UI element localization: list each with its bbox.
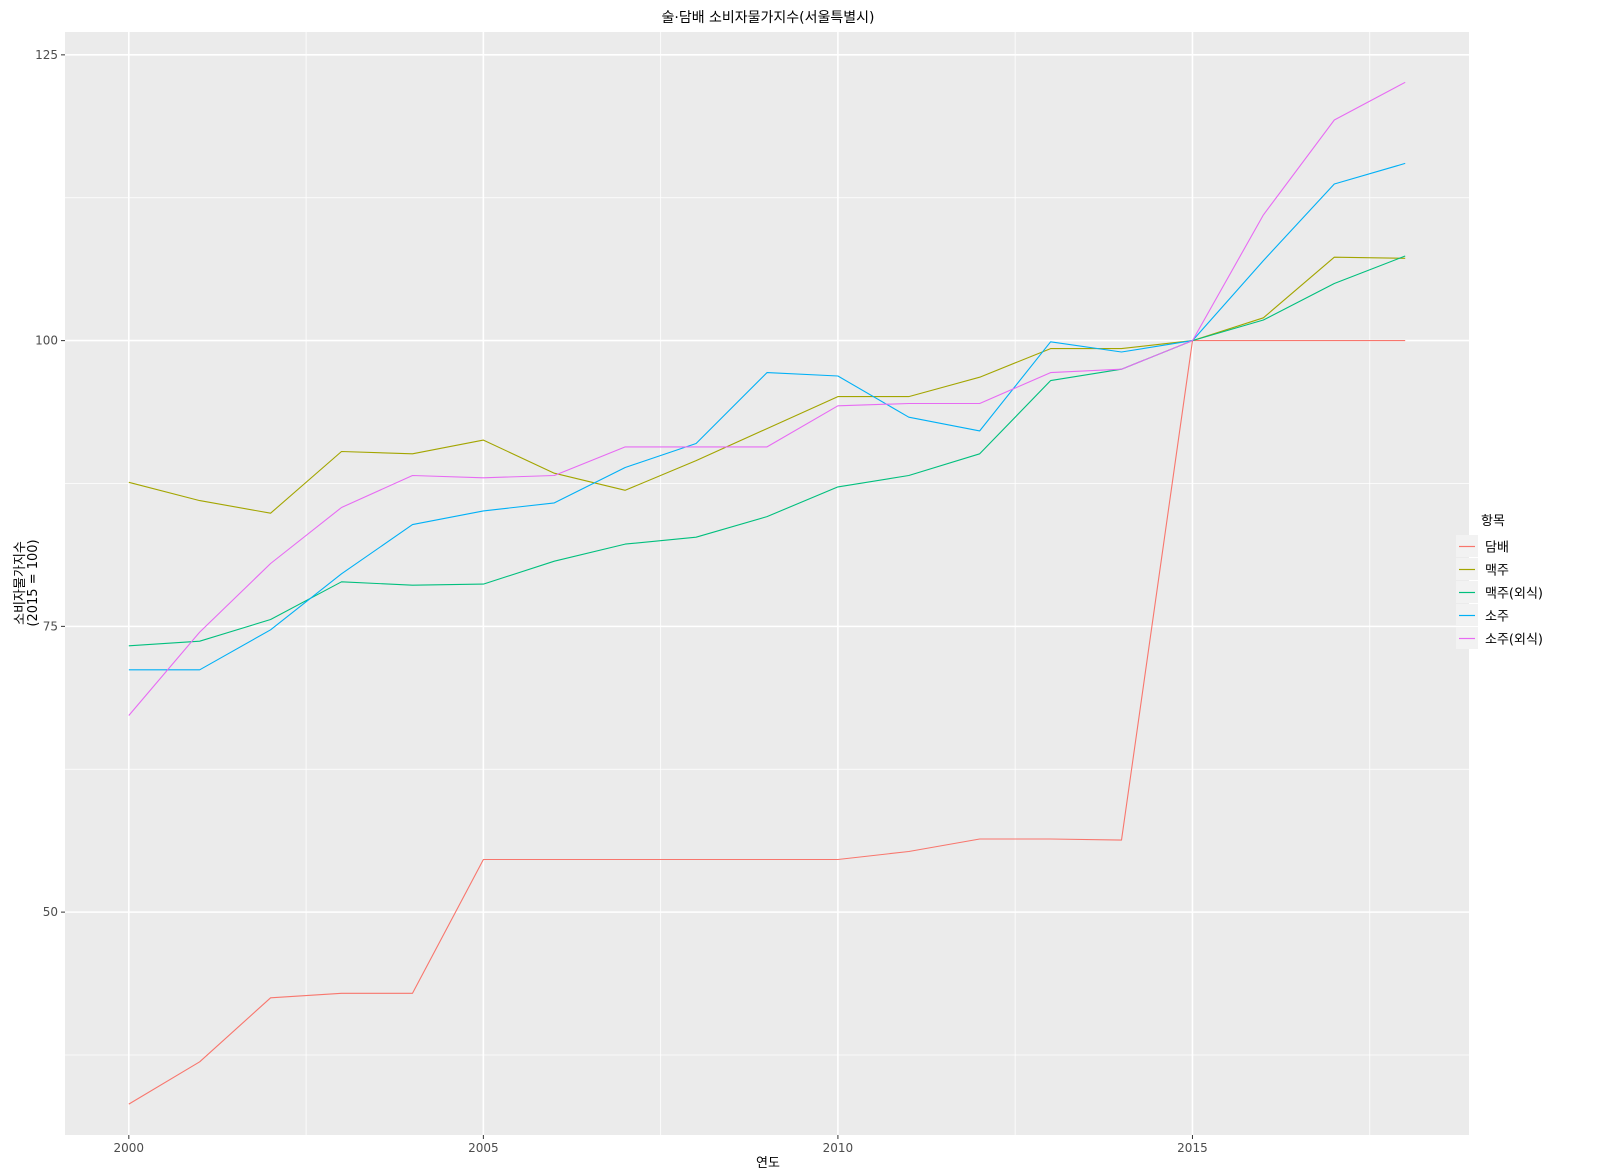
y-axis-title-main: 소비자물가지수 [13, 541, 28, 625]
y-tick-labels: 50 75 100 125 [35, 48, 58, 919]
series-line-소주(외식) [128, 81, 1406, 716]
y-axis-title: 소비자물가지수 (2015 = 100) [13, 539, 41, 626]
y-tick-label: 75 [43, 619, 58, 633]
legend-label: 소주 [1485, 610, 1509, 625]
x-tick-labels: 2000 2005 2010 2015 [114, 1141, 1208, 1155]
legend-title: 항목 [1481, 514, 1505, 529]
legend-label: 소주(외식) [1485, 633, 1543, 648]
y-axis-title-sub: (2015 = 100) [26, 539, 41, 626]
y-tick-label: 125 [35, 48, 58, 62]
major-gridlines [65, 32, 1469, 1135]
x-axis-title: 연도 [756, 1156, 780, 1171]
plot-panel [65, 32, 1469, 1135]
y-tick-label: 50 [43, 905, 58, 919]
legend-label: 맥주(외식) [1485, 587, 1543, 602]
minor-gridlines [65, 32, 1469, 1135]
series-lines [128, 81, 1406, 1105]
x-tick-label: 2005 [468, 1141, 499, 1155]
x-tick-label: 2015 [1177, 1141, 1208, 1155]
legend-label: 맥주 [1485, 564, 1509, 579]
legend-label: 담배 [1485, 541, 1509, 556]
chart-title: 술·담배 소비자물가지수(서울특별시) [661, 10, 874, 26]
y-tick-label: 100 [35, 334, 58, 348]
x-tick-label: 2000 [114, 1141, 145, 1155]
x-tick-label: 2010 [823, 1141, 854, 1155]
axis-ticks [61, 54, 1193, 1139]
